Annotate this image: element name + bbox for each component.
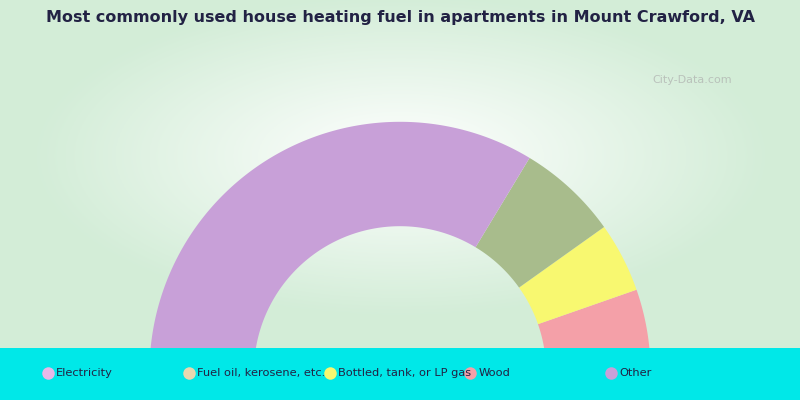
Text: Electricity: Electricity <box>56 368 113 378</box>
Polygon shape <box>546 363 650 372</box>
Text: Most commonly used house heating fuel in apartments in Mount Crawford, VA: Most commonly used house heating fuel in… <box>46 10 754 25</box>
Text: Other: Other <box>619 368 651 378</box>
Text: City-Data.com: City-Data.com <box>652 75 732 85</box>
Text: Wood: Wood <box>478 368 510 378</box>
Polygon shape <box>475 158 604 288</box>
Polygon shape <box>519 227 637 324</box>
Text: Bottled, tank, or LP gas: Bottled, tank, or LP gas <box>338 368 470 378</box>
Polygon shape <box>538 290 650 367</box>
Text: Fuel oil, kerosene, etc.: Fuel oil, kerosene, etc. <box>197 368 325 378</box>
Polygon shape <box>150 122 530 372</box>
